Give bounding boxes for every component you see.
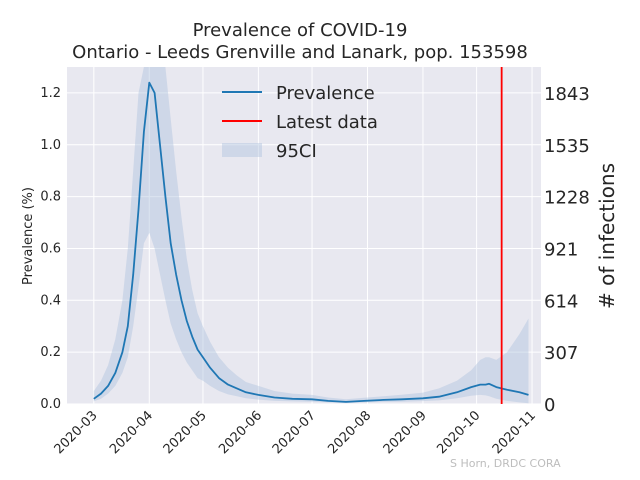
credit-text: S Horn, DRDC CORA xyxy=(450,457,561,470)
right-tick-label-3: 921 xyxy=(544,240,578,261)
y-tick-label-4: 0.8 xyxy=(40,190,61,205)
x-tick-label-6: 2020-09 xyxy=(381,408,430,457)
x-tick-label-3: 2020-06 xyxy=(216,408,265,457)
x-tick-label-2: 2020-05 xyxy=(161,408,210,457)
right-tick-label-5: 1535 xyxy=(544,136,590,157)
right-tick-label-1: 307 xyxy=(544,343,578,364)
y-tick-label-3: 0.6 xyxy=(40,241,61,256)
x-tick-label-1: 2020-04 xyxy=(107,408,156,457)
x-tick-label-4: 2020-07 xyxy=(270,408,319,457)
y-tick-label-5: 1.0 xyxy=(40,138,61,153)
chart-subtitle: Ontario - Leeds Grenville and Lanark, po… xyxy=(72,42,528,63)
right-axis-ticks: 0 307 614 921 1228 1535 1843 xyxy=(544,84,590,416)
x-tick-label-5: 2020-08 xyxy=(325,408,374,457)
legend-latest-label: Latest data xyxy=(276,112,378,133)
ci-band-layer xyxy=(93,67,529,404)
ci-band xyxy=(93,67,529,404)
right-tick-label-2: 614 xyxy=(544,291,578,312)
right-axis-label: # of infections xyxy=(595,163,619,309)
y-tick-label-0: 0.0 xyxy=(40,397,61,412)
right-tick-label-6: 1843 xyxy=(544,84,590,105)
prevalence-line xyxy=(93,81,529,403)
right-tick-label-0: 0 xyxy=(544,395,555,416)
legend-ci-label: 95CI xyxy=(276,141,317,162)
chart-title: Prevalence of COVID-19 xyxy=(193,20,408,41)
right-tick-label-4: 1228 xyxy=(544,188,590,209)
legend: Prevalence Latest data 95CI xyxy=(222,83,378,162)
left-axis-ticks: 0.0 0.2 0.4 0.6 0.8 1.0 1.2 xyxy=(40,86,61,412)
y-tick-label-1: 0.2 xyxy=(40,345,61,360)
grid xyxy=(67,67,541,405)
plot-area xyxy=(67,67,541,404)
y-axis-label: Prevalence (%) xyxy=(21,187,36,285)
legend-prevalence-label: Prevalence xyxy=(276,83,375,104)
x-tick-label-0: 2020-03 xyxy=(52,408,101,457)
x-tick-label-7: 2020-10 xyxy=(434,408,483,457)
x-axis-ticks: 2020-03 2020-04 2020-05 2020-06 2020-07 2020-… xyxy=(52,408,539,457)
y-tick-label-6: 1.2 xyxy=(40,86,61,101)
legend-ci-swatch xyxy=(222,143,262,157)
y-tick-label-2: 0.4 xyxy=(40,293,61,308)
x-tick-label-8: 2020-11 xyxy=(490,408,539,457)
prevalence-line-layer xyxy=(93,81,529,403)
